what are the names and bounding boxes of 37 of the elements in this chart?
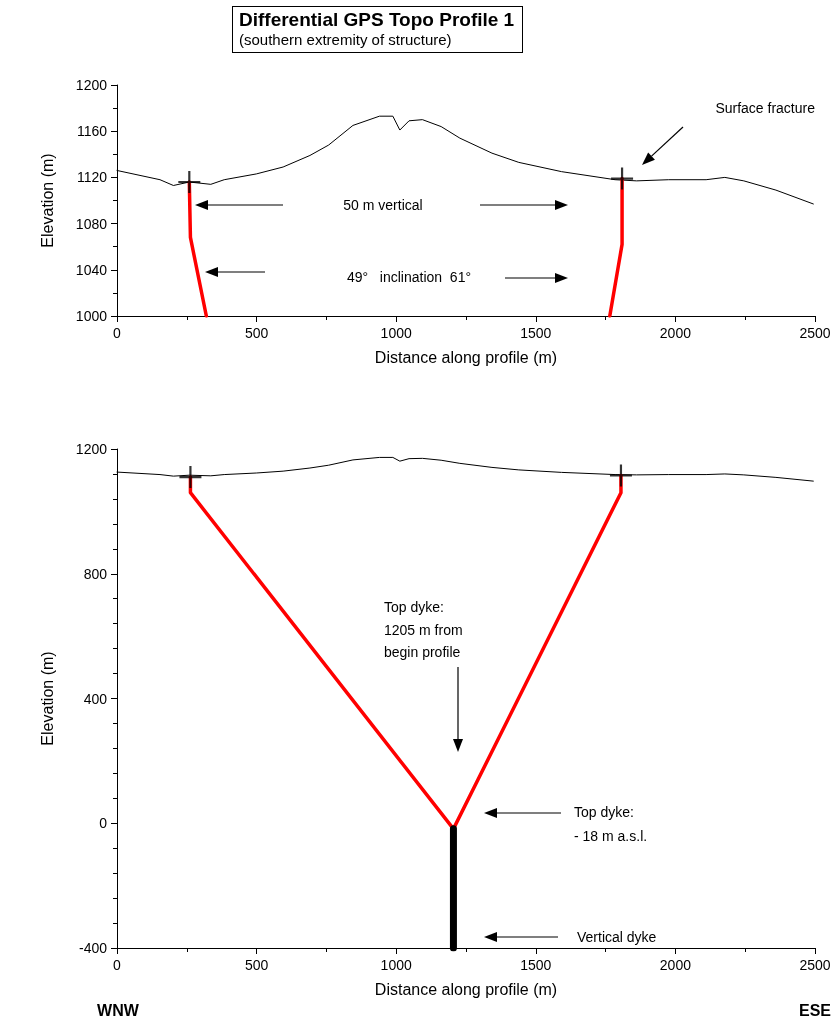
- annotation: 50 m vertical: [343, 197, 423, 213]
- y-tick-label: 1120: [76, 169, 108, 186]
- x-tick-label: 2000: [659, 957, 692, 973]
- x-tick-label: 2000: [659, 325, 692, 341]
- x-tick-label: 1500: [520, 325, 552, 341]
- annotation: Top dyke: 1205 m from begin profile: [384, 599, 463, 660]
- y-tick-label: 0: [99, 815, 108, 832]
- annotation: Vertical dyke: [577, 929, 657, 945]
- y-tick-label: 1200: [75, 77, 108, 93]
- annotation: 49° inclination 61°: [346, 269, 472, 285]
- x-axis-title: Distance along profile (m): [374, 348, 558, 366]
- text: ESE: [798, 1001, 832, 1019]
- y-tick-label: 1160: [76, 123, 108, 140]
- y-tick-label: 1200: [75, 441, 108, 457]
- y-tick-label: -400: [78, 940, 108, 956]
- chart-title: Differential GPS Topo Profile 1: [239, 9, 515, 31]
- y-tick-label: 1040: [75, 261, 108, 278]
- chart-subtitle: (southern extremity of structure): [239, 31, 453, 48]
- x-tick-label: 0: [113, 957, 122, 973]
- y-tick-label: 1000: [75, 308, 108, 324]
- annotation: Surface fracture: [715, 100, 816, 116]
- x-tick-label: 2500: [799, 325, 831, 341]
- y-tick-label: 1080: [75, 215, 108, 232]
- x-tick-label: 2500: [799, 957, 831, 973]
- text: WNW: [97, 1001, 140, 1019]
- x-tick-label: 1000: [380, 325, 412, 341]
- x-tick-label: 1500: [520, 957, 552, 973]
- annotation: Top dyke: - 18 m a.s.l.: [574, 804, 648, 844]
- y-axis-title: Elevation (m): [38, 153, 56, 248]
- x-tick-label: 500: [244, 957, 269, 973]
- y-tick-label: 800: [83, 565, 108, 582]
- x-axis-title: Distance along profile (m): [374, 980, 558, 998]
- y-tick-label: 400: [83, 690, 108, 707]
- x-tick-label: 1000: [380, 957, 412, 973]
- y-axis-title: Elevation (m): [38, 651, 56, 746]
- x-tick-label: 500: [244, 325, 269, 341]
- x-tick-label: 0: [113, 325, 122, 341]
